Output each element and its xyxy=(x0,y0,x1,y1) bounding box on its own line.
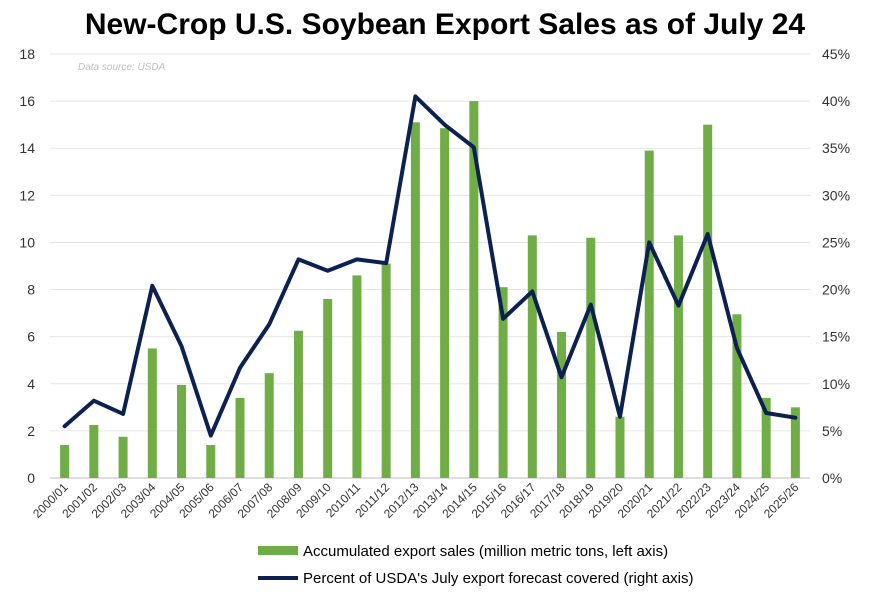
legend: Accumulated export sales (million metric… xyxy=(258,543,694,587)
left-axis-tick-label: 4 xyxy=(27,376,35,392)
bar xyxy=(527,235,537,478)
gridlines xyxy=(50,53,810,479)
bar xyxy=(89,425,99,478)
bar xyxy=(293,330,303,478)
left-axis-tick-label: 18 xyxy=(19,46,35,62)
right-axis-tick-label: 15% xyxy=(822,329,850,345)
right-axis-tick-label: 20% xyxy=(822,282,850,298)
bar-series xyxy=(60,101,800,479)
bar xyxy=(498,287,508,478)
bar xyxy=(703,124,713,479)
bar xyxy=(60,445,70,478)
right-axis-tick-label: 5% xyxy=(822,423,842,439)
left-axis-tick-label: 10 xyxy=(19,234,35,250)
legend-swatch-bar xyxy=(258,546,298,555)
bar xyxy=(673,235,683,478)
right-axis-tick-label: 45% xyxy=(822,46,850,62)
bar xyxy=(323,298,333,478)
chart-title: New-Crop U.S. Soybean Export Sales as of… xyxy=(84,8,806,41)
bar xyxy=(790,407,800,478)
legend-label-bar: Accumulated export sales (million metric… xyxy=(303,543,668,560)
source-note: Data source: USDA xyxy=(78,62,166,73)
bar xyxy=(177,384,187,478)
bar xyxy=(586,237,596,478)
x-axis-ticks: 2000/012001/022002/032003/042004/052005/… xyxy=(30,480,802,521)
line-series xyxy=(62,94,798,438)
right-axis-ticks: 0% 5% 10% 15% 20% 25% 30% 35% 40% 45% xyxy=(822,46,850,486)
bar xyxy=(118,436,128,478)
right-axis-tick-label: 40% xyxy=(822,93,850,109)
bar xyxy=(235,397,245,478)
bar xyxy=(206,445,216,478)
bar xyxy=(381,263,391,478)
bar xyxy=(440,128,450,478)
bar xyxy=(147,348,157,478)
right-axis-tick-label: 30% xyxy=(822,187,850,203)
bar xyxy=(410,122,420,479)
bar xyxy=(469,101,479,478)
left-axis-tick-label: 12 xyxy=(19,187,35,203)
series-line xyxy=(62,94,798,438)
bar xyxy=(732,314,742,478)
right-axis-tick-label: 35% xyxy=(822,140,850,156)
left-axis-tick-label: 2 xyxy=(27,423,35,439)
right-axis-tick-label: 25% xyxy=(822,234,850,250)
bar xyxy=(264,373,274,478)
left-axis-tick-label: 8 xyxy=(27,282,35,298)
left-axis-tick-label: 6 xyxy=(27,329,35,345)
left-axis-ticks: 0 2 4 6 8 10 12 14 16 18 xyxy=(19,46,35,486)
bar xyxy=(761,397,771,478)
left-axis-tick-label: 14 xyxy=(19,140,35,156)
legend-label-line: Percent of USDA's July export forecast c… xyxy=(303,570,694,587)
left-axis-tick-label: 16 xyxy=(19,93,35,109)
bar xyxy=(352,275,362,478)
bar xyxy=(557,331,567,478)
bar xyxy=(644,150,654,479)
right-axis-tick-label: 10% xyxy=(822,376,850,392)
left-axis-tick-label: 0 xyxy=(27,470,35,486)
right-axis-tick-label: 0% xyxy=(822,470,842,486)
bar xyxy=(615,416,625,478)
